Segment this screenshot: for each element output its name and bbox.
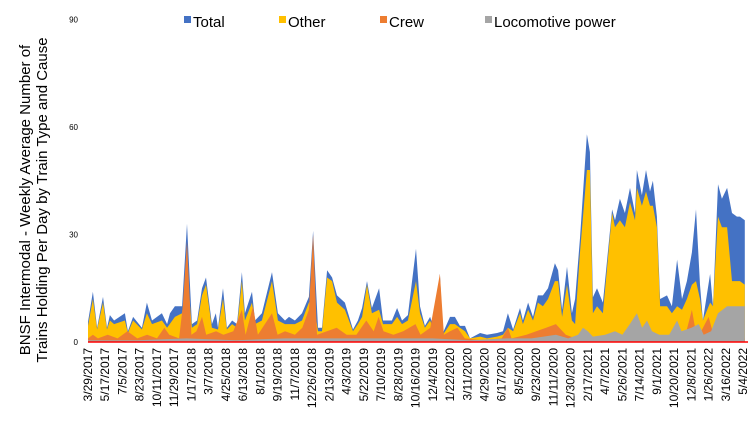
x-tick-label: 7/5/2017 [116, 348, 130, 395]
legend-swatch-locomotive-power [485, 16, 492, 23]
x-tick-label: 4/3/2019 [340, 348, 354, 395]
x-tick-label: 12/8/2021 [684, 348, 698, 402]
x-tick-label: 9/23/2020 [529, 348, 543, 402]
x-tick-label: 10/16/2019 [409, 348, 423, 408]
x-tick-label: 1/17/2018 [184, 348, 198, 402]
x-tick-label: 8/23/2017 [133, 348, 147, 402]
x-tick-label: 7/10/2019 [374, 348, 388, 402]
x-axis-ticks: 3/29/2017 5/17/2017 7/5/2017 8/23/2017 10/11… [81, 348, 750, 408]
x-tick-label: 6/17/2020 [495, 348, 509, 402]
y-tick-label: 0 [74, 338, 79, 347]
x-tick-label: 8/28/2019 [391, 348, 405, 402]
x-tick-label: 5/4/2022 [736, 348, 750, 395]
x-tick-label: 7/14/2021 [633, 348, 647, 402]
area-locomotive-power [88, 306, 745, 342]
x-tick-label: 11/29/2017 [167, 348, 181, 407]
legend-item-other: Other [279, 14, 326, 31]
x-tick-label: 2/13/2019 [322, 348, 336, 402]
legend-label-locomotive-power: Locomotive power [494, 14, 616, 31]
x-tick-label: 12/26/2018 [305, 348, 319, 408]
y-axis-ticks: 0 30 60 90 [69, 16, 78, 348]
x-tick-label: 1/22/2020 [443, 348, 457, 402]
y-axis-title-line-1: BNSF Intermodal - Weekly Average Number … [17, 44, 34, 355]
legend: Total Other Crew Locomotive power [184, 14, 616, 31]
x-tick-label: 9/19/2018 [271, 348, 285, 402]
x-tick-label: 12/30/2020 [564, 348, 578, 408]
x-tick-label: 12/4/2019 [426, 348, 440, 402]
x-tick-label: 2/17/2021 [581, 348, 595, 402]
x-tick-label: 9/1/2021 [650, 348, 664, 395]
legend-label-crew: Crew [389, 14, 424, 31]
legend-swatch-total [184, 16, 191, 23]
x-tick-label: 5/22/2019 [357, 348, 371, 402]
y-tick-label: 30 [69, 231, 78, 240]
y-axis-title-line-2: Trains Holding Per Day by Train Type and… [34, 37, 51, 362]
legend-swatch-other [279, 16, 286, 23]
legend-label-total: Total [193, 14, 225, 31]
x-tick-label: 3/11/2020 [460, 348, 474, 401]
x-tick-label: 6/13/2018 [236, 348, 250, 402]
legend-item-locomotive-power: Locomotive power [485, 14, 616, 31]
series-areas [88, 134, 745, 342]
x-tick-label: 1/26/2022 [702, 348, 716, 402]
x-tick-label: 4/29/2020 [478, 348, 492, 402]
legend-swatch-crew [380, 16, 387, 23]
area-other [88, 170, 745, 342]
x-tick-label: 10/20/2021 [667, 348, 681, 408]
x-tick-label: 8/1/2018 [253, 348, 267, 395]
y-axis-title: BNSF Intermodal - Weekly Average Number … [17, 37, 51, 362]
x-tick-label: 5/17/2017 [98, 348, 112, 402]
x-tick-label: 11/11/2020 [546, 348, 560, 407]
x-tick-label: 3/16/2022 [719, 348, 733, 402]
x-tick-label: 3/7/2018 [202, 348, 216, 395]
x-tick-label: 5/26/2021 [615, 348, 629, 402]
x-tick-label: 4/25/2018 [219, 348, 233, 402]
y-tick-label: 90 [69, 16, 78, 25]
x-tick-label: 11/7/2018 [288, 348, 302, 401]
x-tick-label: 10/11/2017 [150, 348, 164, 407]
y-tick-label: 60 [69, 123, 78, 132]
x-tick-label: 3/29/2017 [81, 348, 95, 402]
x-tick-label: 4/7/2021 [598, 348, 612, 395]
area-crew [88, 234, 745, 342]
legend-item-crew: Crew [380, 14, 424, 31]
legend-item-total: Total [184, 14, 225, 31]
legend-label-other: Other [288, 14, 326, 31]
x-tick-label: 8/5/2020 [512, 348, 526, 395]
